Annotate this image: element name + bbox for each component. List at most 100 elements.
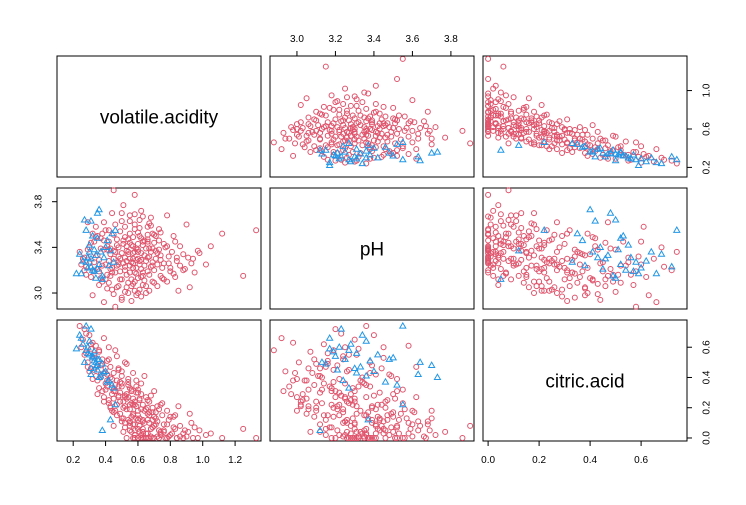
group-1-point: [113, 262, 120, 269]
group-1-point: [531, 139, 537, 146]
group-1-point: [180, 267, 187, 274]
group-2-point: [362, 371, 371, 379]
group-1-point: [502, 92, 509, 99]
group-1-point: [523, 111, 530, 118]
group-1-point: [500, 118, 507, 125]
group-1-point: [546, 119, 553, 126]
tick-label: 0.2: [702, 400, 713, 414]
group-2-point: [389, 353, 398, 361]
group-1-point: [165, 433, 172, 440]
tick-label: 3.2: [328, 34, 342, 45]
group-2-point: [667, 262, 676, 270]
group-1-point: [118, 383, 125, 390]
group-1-point: [141, 407, 148, 414]
group-1-point: [151, 388, 158, 395]
group-2-point: [72, 344, 81, 352]
group-1-point: [399, 434, 406, 441]
group-1-point: [390, 125, 397, 132]
group-1-point: [177, 433, 184, 440]
group-1-point: [536, 245, 543, 252]
group-1-point: [518, 240, 525, 247]
group-1-point: [395, 416, 402, 423]
group-1-point: [380, 103, 387, 110]
group-1-point: [386, 431, 393, 438]
group-1-point: [500, 242, 507, 249]
group-1-point: [538, 254, 545, 261]
group-1-point: [635, 253, 642, 260]
group-2-point: [318, 149, 326, 157]
group-1-point: [564, 147, 571, 154]
group-1-point: [120, 428, 127, 435]
group-1-point: [340, 101, 347, 108]
group-1-point: [395, 112, 402, 119]
group-1-point: [115, 365, 122, 372]
group-1-point: [492, 258, 499, 265]
group-1-point: [582, 285, 588, 292]
group-1-point: [322, 63, 329, 70]
group-1-point: [349, 149, 356, 156]
group-1-point: [395, 125, 402, 132]
group-1-point: [343, 428, 350, 435]
group-1-point: [353, 102, 360, 109]
group-2-point: [568, 139, 577, 146]
group-1-point: [363, 382, 370, 389]
group-1-point: [146, 253, 153, 260]
tick-label: 3.6: [405, 34, 419, 45]
group-2-point: [414, 370, 423, 378]
group-1-point: [607, 245, 614, 252]
group-2-point: [373, 153, 382, 161]
group-2-point: [626, 154, 635, 162]
group-1-point: [131, 211, 138, 218]
group-1-point: [365, 409, 372, 416]
group-1-point: [149, 278, 156, 285]
group-1-point: [139, 401, 146, 408]
group-1-point: [485, 191, 492, 198]
group-1-point: [328, 385, 335, 392]
x-axis-bottom-citric.acid: 0.0 0.2 0.4 0.6: [481, 440, 648, 466]
group-1-point: [394, 422, 401, 429]
tick-label: 0.2: [532, 455, 546, 466]
group-1-point: [100, 219, 107, 226]
group-1-point: [533, 130, 540, 137]
group-1-point: [413, 363, 420, 370]
group-1-point: [134, 275, 141, 282]
group-1-point: [320, 412, 327, 419]
diagonal-label-pH: pH: [360, 240, 384, 261]
group-1-point: [136, 216, 143, 223]
group-1-point: [107, 272, 114, 279]
group-1-point: [369, 404, 375, 411]
group-1-point: [553, 146, 560, 153]
group-1-point: [520, 116, 527, 123]
group-1-point: [382, 404, 389, 411]
group-2-point: [373, 350, 382, 358]
group-2-point: [616, 148, 625, 156]
tick-label: 0.6: [702, 122, 713, 136]
group-1-point: [301, 144, 308, 151]
panel-volatile.acidity-vs-pH: [269, 55, 475, 178]
group-1-point: [513, 218, 520, 225]
y-axis-right-citric.acid: 0.0 0.2 0.4 0.6: [686, 340, 713, 445]
group-1-point: [531, 278, 537, 285]
group-1-point: [191, 269, 198, 276]
group-1-point: [510, 94, 517, 101]
group-1-point: [500, 63, 507, 70]
group-1-point: [154, 403, 161, 410]
group-1-point: [612, 288, 619, 295]
group-1-point: [147, 433, 154, 440]
group-1-point: [107, 363, 114, 370]
group-1-point: [561, 276, 568, 283]
group-1-point: [328, 424, 335, 431]
group-1-point: [520, 232, 527, 239]
group-1-point: [528, 262, 535, 269]
x-axis-top-pH: 3.0 3.2 3.4 3.6 3.8: [290, 34, 458, 57]
group-1-point: [650, 255, 657, 262]
group-1-point: [559, 232, 566, 239]
group-1-point: [105, 344, 112, 351]
group-1-point: [320, 103, 327, 110]
group-2-point: [318, 358, 326, 365]
group-1-point: [594, 128, 601, 135]
group-2-point: [333, 365, 342, 373]
group-1-point: [317, 421, 324, 428]
group-1-point: [533, 262, 540, 269]
group-1-point: [380, 344, 387, 351]
